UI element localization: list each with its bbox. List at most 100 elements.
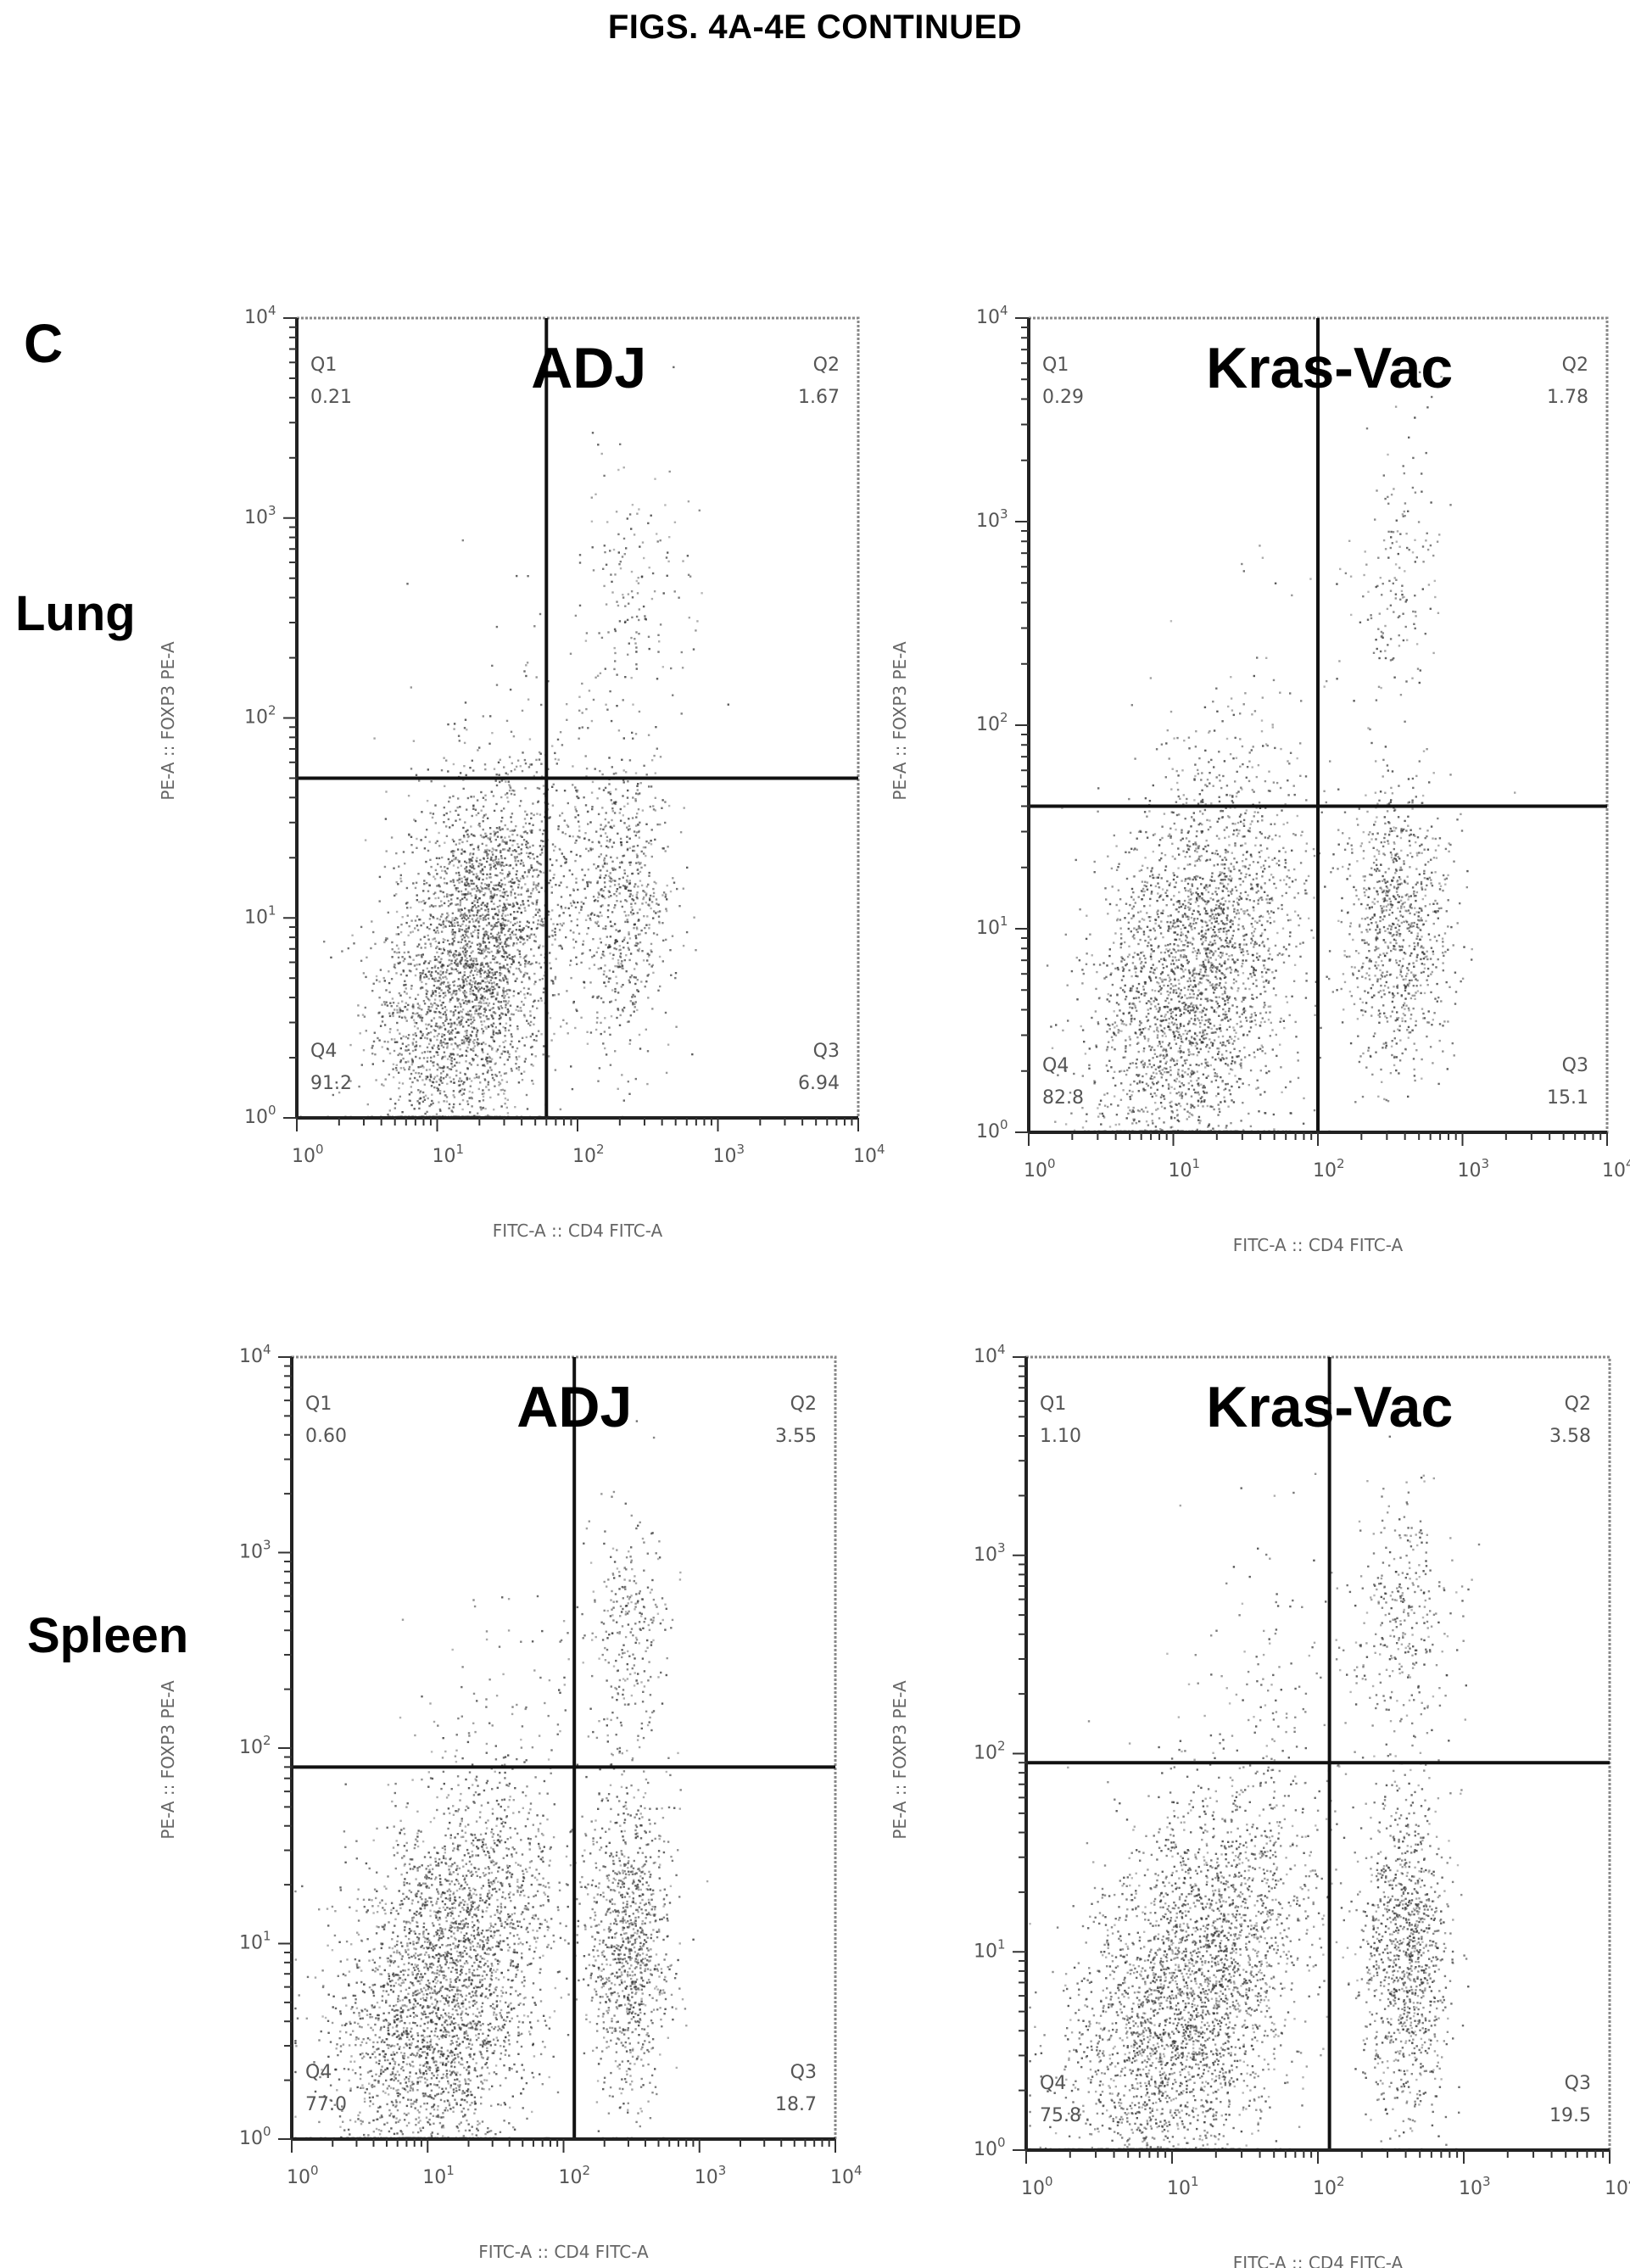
event-dot [629, 1014, 632, 1017]
event-dot [440, 981, 444, 984]
event-dot [386, 1004, 389, 1007]
event-dot [633, 885, 636, 888]
event-dot [605, 943, 607, 947]
event-dot [479, 975, 482, 978]
event-dot [1268, 865, 1270, 868]
event-dot [464, 996, 466, 998]
event-dot [559, 814, 561, 817]
event-dot [599, 911, 601, 913]
event-dot [440, 769, 444, 772]
event-dot [453, 940, 455, 942]
event-dot [549, 858, 551, 861]
event-dot [449, 1055, 451, 1058]
event-dot [511, 944, 515, 947]
event-dot [1237, 903, 1240, 906]
event-dot [505, 977, 507, 980]
event-dot [472, 873, 475, 876]
event-dot [439, 1026, 442, 1030]
event-dot [656, 540, 659, 543]
event-dot [1175, 881, 1177, 884]
event-dot [557, 825, 560, 828]
event-dot [441, 1081, 444, 1084]
event-dot [456, 1046, 459, 1049]
event-dot [631, 616, 634, 619]
event-dot [633, 533, 636, 536]
event-dot [494, 1085, 496, 1087]
event-dot [1244, 692, 1247, 695]
event-dot [1230, 880, 1232, 883]
event-dot [450, 1043, 453, 1046]
event-dot [1260, 730, 1264, 733]
event-dot [449, 987, 451, 990]
event-dot [618, 878, 621, 880]
event-dot [1229, 940, 1231, 942]
event-dot [1252, 997, 1254, 1000]
event-dot [605, 874, 607, 877]
event-dot [1267, 1019, 1270, 1021]
event-dot [496, 950, 500, 952]
event-dot [517, 1069, 520, 1071]
event-dot [465, 928, 468, 930]
event-dot [532, 1082, 534, 1085]
event-dot [489, 987, 492, 990]
event-dot [615, 975, 617, 978]
event-dot [533, 940, 536, 942]
event-dot [516, 921, 519, 924]
event-dot [584, 640, 588, 642]
event-dot [509, 830, 511, 832]
event-dot [484, 948, 487, 951]
event-dot [525, 925, 528, 927]
event-dot [1175, 828, 1177, 831]
event-dot [633, 849, 636, 852]
event-dot [433, 980, 436, 982]
event-dot [410, 1086, 412, 1088]
event-dot [686, 555, 689, 557]
event-dot [1165, 1060, 1168, 1064]
event-dot [463, 936, 466, 939]
event-dot [1254, 844, 1257, 846]
event-dot [1324, 885, 1326, 888]
event-dot [680, 651, 683, 654]
event-dot [1078, 959, 1081, 962]
event-dot [497, 986, 500, 988]
event-dot [600, 895, 604, 897]
event-dot [485, 1002, 488, 1004]
event-dot [375, 1079, 377, 1081]
event-dot [1227, 958, 1230, 961]
event-dot [486, 986, 488, 988]
event-dot [627, 593, 630, 595]
event-dot [524, 997, 527, 999]
event-dot [1169, 620, 1173, 623]
event-dot [1192, 919, 1196, 922]
event-dot [495, 862, 499, 865]
event-dot [437, 1088, 439, 1091]
event-dot [1220, 927, 1222, 930]
event-dot [1175, 951, 1177, 953]
event-dot [639, 1047, 642, 1050]
event-dot [445, 1096, 449, 1098]
event-dot [525, 852, 528, 854]
event-dot [454, 925, 456, 927]
event-dot [528, 871, 530, 874]
event-dot [447, 950, 449, 952]
event-dot [453, 1058, 456, 1061]
event-dot [515, 936, 518, 939]
event-dot [639, 792, 641, 795]
event-dot [450, 859, 454, 863]
event-dot [611, 867, 614, 869]
event-dot [473, 1076, 476, 1080]
event-dot [458, 1021, 461, 1025]
event-dot [1216, 966, 1219, 969]
event-dot [465, 869, 468, 872]
event-dot [642, 959, 645, 962]
event-dot [402, 969, 405, 972]
event-dot [465, 1020, 468, 1024]
event-dot [482, 919, 485, 921]
event-dot [1300, 834, 1303, 837]
event-dot [631, 596, 634, 599]
event-dot [550, 979, 553, 982]
event-dot [520, 852, 522, 854]
event-dot [475, 996, 478, 999]
event-dot [455, 990, 458, 992]
event-dot [608, 944, 611, 947]
